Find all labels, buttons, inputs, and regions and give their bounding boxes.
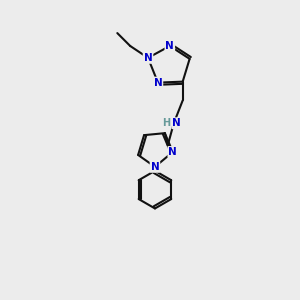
Text: N: N: [165, 41, 174, 51]
Text: N: N: [172, 118, 181, 128]
Text: N: N: [168, 147, 177, 157]
Text: N: N: [154, 78, 162, 88]
Text: H: H: [162, 118, 170, 128]
Text: N: N: [151, 162, 159, 172]
Text: N: N: [144, 53, 152, 63]
